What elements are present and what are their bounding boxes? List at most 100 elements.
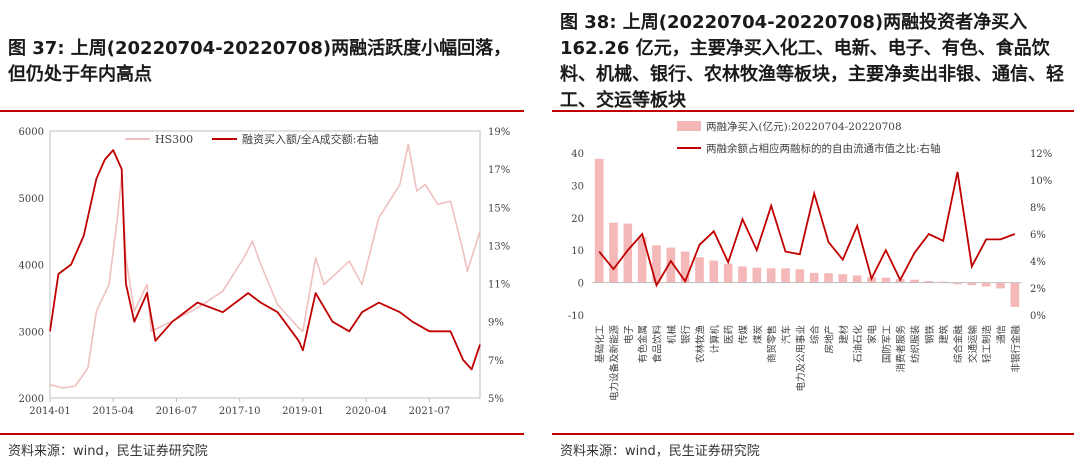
category-label: 计算机: [709, 325, 721, 354]
net-buy-bar: [666, 247, 676, 283]
net-buy-bar: [695, 257, 704, 283]
net-buy-bar: [609, 222, 618, 283]
net-buy-bar: [809, 272, 819, 283]
x-tick-label: 2020-04: [345, 406, 387, 417]
y-left-tick-label: 5000: [19, 194, 44, 205]
y-right-tick-label: 7%: [488, 356, 504, 367]
net-buy-bar: [738, 266, 747, 283]
net-buy-bar: [795, 269, 805, 283]
net-buy-bar: [838, 274, 848, 283]
net-buy-bar: [594, 158, 604, 283]
y-left-tick-label: 40: [571, 149, 584, 160]
category-label: 基础化工: [594, 325, 606, 364]
margin-activity-chart: 2000 3000 4000 5000 6000 5% 7% 9% 11% 13% 15% 17% 19…: [19, 127, 511, 417]
y-right-tick-label: 9%: [488, 318, 504, 329]
category-label: 商贸零售: [766, 325, 778, 363]
y-left-tick-label: 30: [571, 181, 584, 192]
net-buy-bar: [766, 268, 776, 283]
y-right-tick-label: 19%: [488, 127, 510, 138]
y-right-tick-label: 2%: [1030, 284, 1046, 295]
y-right-tick-label: 17%: [488, 165, 510, 176]
right-bottom-rule: [552, 433, 1074, 435]
net-buy-bar: [981, 282, 991, 287]
right-figure: 图 38: 上周(20220704-20220708)两融投资者净买入 162.…: [552, 0, 1080, 465]
legend-swatch-net-buy: [677, 121, 701, 131]
category-label: 电力及公用事业: [795, 325, 807, 392]
category-label: 石油石化: [852, 325, 864, 364]
y-right-tick-label: 13%: [488, 241, 510, 252]
category-label: 建材: [838, 325, 850, 345]
category-label: 轻工制造: [981, 325, 993, 364]
category-label: 综合金融: [953, 325, 965, 364]
hs300-line: [49, 143, 481, 389]
y-left-tick-label: 3000: [19, 327, 44, 338]
net-buy-bar: [781, 268, 790, 283]
left-source-note: 资料来源：wind，民生证券研究院: [8, 444, 208, 459]
x-tick-label: 2017-10: [219, 406, 261, 417]
right-figure-title: 图 38: 上周(20220704-20220708)两融投资者净买入 162.…: [560, 12, 1064, 111]
y-right-tick-label: 5%: [488, 394, 504, 405]
y-right-tick-label: 8%: [1030, 203, 1046, 214]
sector-net-buy-chart: 两融净买入(亿元):20220704-20220708 两融余额占相应两融标的的自…: [568, 120, 1052, 402]
right-top-rule: [552, 110, 1074, 112]
net-buy-bar: [723, 263, 733, 283]
category-label: 建筑: [938, 325, 950, 345]
y-right-tick-label: 12%: [1030, 149, 1052, 160]
category-label: 电子: [623, 325, 635, 345]
category-label: 国防军工: [881, 325, 893, 364]
left-figure: 图 37: 上周(20220704-20220708)两融活跃度小幅回落，但仍处…: [0, 0, 530, 465]
net-buy-bar: [996, 282, 1005, 289]
category-label: 农林牧渔: [695, 325, 707, 364]
plot-frame: [49, 130, 481, 399]
net-buy-bar: [623, 223, 633, 283]
left-top-rule: [0, 110, 524, 112]
net-buy-bar: [752, 267, 762, 283]
y-left-tick-label: -10: [568, 311, 584, 322]
y-right-tick-label: 0%: [1030, 311, 1046, 322]
y-left-tick-label: 20: [571, 214, 584, 225]
category-label: 非银行金融: [1010, 325, 1022, 373]
legend-label-margin-share: 融资买入额/全A成交额:右轴: [242, 132, 378, 146]
right-source-note: 资料来源：wind，民生证券研究院: [560, 444, 760, 459]
y-right-tick-label: 11%: [488, 280, 510, 291]
category-label: 银行: [680, 325, 692, 345]
ratio-line: [598, 171, 1016, 288]
y-left-tick-label: 2000: [19, 394, 44, 405]
net-buy-bar: [709, 260, 719, 283]
net-buy-bar: [910, 279, 919, 283]
net-buy-bar: [637, 237, 647, 283]
legend-label-ratio: 两融余额占相应两融标的的自由流通市值之比:右轴: [706, 142, 941, 155]
y-right-tick-label: 15%: [488, 203, 510, 214]
net-buy-bar: [824, 273, 833, 283]
legend-label-hs300: HS300: [155, 133, 193, 146]
y-left-tick-label: 0: [578, 279, 584, 290]
category-label: 食品饮料: [652, 325, 664, 364]
x-tick-label: 2014-01: [29, 406, 71, 417]
category-label: 通信: [996, 325, 1008, 344]
y-right-tick-label: 10%: [1030, 176, 1052, 187]
x-tick-label: 2015-04: [92, 406, 134, 417]
y-right-tick-label: 4%: [1030, 257, 1046, 268]
net-buy-bar: [852, 275, 862, 283]
net-buy-bar: [680, 251, 690, 283]
margin-buy-share-line: [49, 149, 481, 371]
y-left-tick-label: 4000: [19, 261, 44, 272]
net-buy-bar: [953, 282, 962, 285]
category-label: 交通运输: [967, 325, 979, 364]
net-buy-bar: [1010, 282, 1020, 307]
net-buy-bar: [652, 245, 661, 283]
net-buy-bar: [881, 277, 891, 283]
category-label: 房地产: [824, 325, 836, 354]
category-label: 钢铁: [924, 325, 936, 345]
category-label: 电力设备及新能源: [609, 325, 621, 402]
left-bottom-rule: [0, 433, 524, 435]
legend-label-net-buy: 两融净买入(亿元):20220704-20220708: [706, 120, 902, 133]
category-label: 汽车: [781, 325, 793, 344]
category-label: 有色金属: [637, 325, 649, 363]
x-tick-label: 2019-01: [282, 406, 324, 417]
category-label: 纺织服装: [910, 325, 922, 364]
category-label: 传媒: [738, 325, 750, 345]
x-tick-label: 2021-07: [409, 406, 451, 417]
net-buy-bar: [967, 282, 977, 286]
category-label: 消费者服务: [895, 325, 907, 373]
